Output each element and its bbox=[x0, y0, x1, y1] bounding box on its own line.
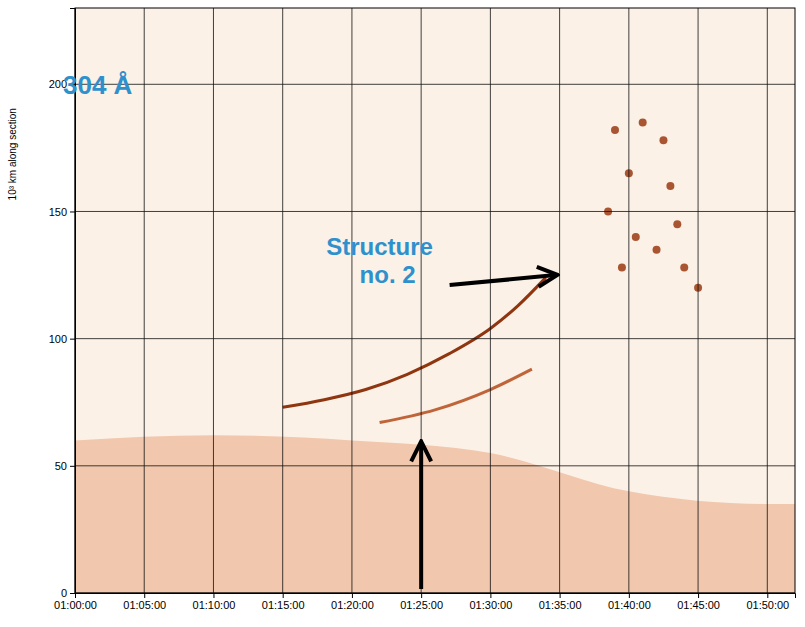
grid-line-x bbox=[282, 8, 283, 593]
blob-point bbox=[618, 263, 626, 271]
blob-point bbox=[673, 220, 681, 228]
x-tick: 01:50:00 bbox=[746, 593, 789, 611]
x-axis-line bbox=[76, 594, 796, 599]
annotation-line: no. 2 bbox=[360, 261, 416, 288]
x-tick-label: 01:30:00 bbox=[469, 599, 512, 611]
x-tick-mark bbox=[560, 593, 561, 598]
marks bbox=[75, 118, 795, 593]
blob-point bbox=[659, 136, 667, 144]
x-tick: 01:30:00 bbox=[469, 593, 512, 611]
chart-container: 01:00:00 01:05:00 01:10:00 01:15:00 01:20:00… bbox=[0, 0, 805, 627]
grid-line-x bbox=[628, 8, 629, 593]
x-tick-mark bbox=[144, 593, 145, 598]
emission-area bbox=[75, 435, 795, 593]
x-tick-label: 01:50:00 bbox=[746, 599, 789, 611]
x-tick-mark bbox=[629, 593, 630, 598]
x-axis: 01:00:00 01:05:00 01:10:00 01:15:00 01:20:00… bbox=[54, 593, 795, 611]
x-tick-mark bbox=[698, 593, 699, 598]
x-tick: 01:15:00 bbox=[262, 593, 305, 611]
x-tick: 01:25:00 bbox=[400, 593, 443, 611]
x-tick-label: 01:45:00 bbox=[677, 599, 720, 611]
x-tick: 01:10:00 bbox=[193, 593, 236, 611]
grid-line-x bbox=[144, 8, 145, 593]
annotation-arrow bbox=[450, 275, 556, 285]
grid-line-x bbox=[351, 8, 352, 593]
y-tick-label: 100 bbox=[49, 333, 67, 345]
grid-line-y bbox=[75, 465, 795, 466]
panel-title: 304 Å bbox=[63, 70, 133, 100]
y-tick-label: 150 bbox=[49, 205, 67, 217]
y-tick: 100 bbox=[49, 333, 75, 345]
y-tick: 0 bbox=[61, 587, 75, 599]
x-tick-mark bbox=[767, 593, 768, 598]
x-tick-label: 01:25:00 bbox=[400, 599, 443, 611]
annotation-line: Structure bbox=[326, 233, 433, 260]
grid bbox=[75, 8, 795, 593]
plot-frame bbox=[75, 8, 795, 593]
annotations: Structureno. 2 bbox=[326, 233, 555, 589]
grid-line-x bbox=[559, 8, 560, 593]
grid-line-x bbox=[698, 8, 699, 593]
x-tick-mark bbox=[283, 593, 284, 598]
y-tick-label: 50 bbox=[55, 460, 67, 472]
y-tick-label: 0 bbox=[61, 587, 67, 599]
blob-point bbox=[653, 246, 661, 254]
x-tick: 01:35:00 bbox=[539, 593, 582, 611]
grid-line-x bbox=[490, 8, 491, 593]
x-tick-label: 01:15:00 bbox=[262, 599, 305, 611]
track-line bbox=[380, 369, 532, 422]
blob-point bbox=[680, 263, 688, 271]
track-line bbox=[283, 278, 546, 408]
grid-line-y bbox=[75, 338, 795, 339]
x-tick-mark bbox=[213, 593, 214, 598]
y-tick-mark bbox=[70, 211, 75, 212]
x-tick: 01:20:00 bbox=[331, 593, 374, 611]
plot: 01:00:00 01:05:00 01:10:00 01:15:00 01:20:00… bbox=[49, 8, 796, 611]
y-tick: 50 bbox=[55, 460, 75, 472]
annotation-label: Structureno. 2 bbox=[326, 233, 433, 288]
grid-line-y bbox=[75, 211, 795, 212]
blob-point bbox=[639, 118, 647, 126]
blob-point bbox=[666, 182, 674, 190]
x-tick-label: 01:40:00 bbox=[608, 599, 651, 611]
y-tick-mark bbox=[70, 339, 75, 340]
x-tick-mark bbox=[490, 593, 491, 598]
x-tick-label: 01:35:00 bbox=[539, 599, 582, 611]
x-tick-label: 01:05:00 bbox=[123, 599, 166, 611]
y-tick-mark bbox=[70, 466, 75, 467]
x-tick: 01:40:00 bbox=[608, 593, 651, 611]
x-tick-label: 01:10:00 bbox=[193, 599, 236, 611]
grid-line-x bbox=[421, 8, 422, 593]
y-axis-title: 10³ km along section bbox=[7, 108, 18, 200]
x-tick: 01:05:00 bbox=[123, 593, 166, 611]
x-tick-mark bbox=[421, 593, 422, 598]
chart-svg: 01:00:00 01:05:00 01:10:00 01:15:00 01:20:00… bbox=[0, 0, 805, 627]
grid-line-x bbox=[213, 8, 214, 593]
blob-point bbox=[611, 126, 619, 134]
annotation-arrow bbox=[419, 443, 423, 589]
grid-line-x bbox=[767, 8, 768, 593]
blob-point bbox=[632, 233, 640, 241]
x-tick-mark bbox=[352, 593, 353, 598]
x-tick: 01:45:00 bbox=[677, 593, 720, 611]
y-tick: 150 bbox=[49, 205, 75, 217]
grid-line-y bbox=[75, 84, 795, 85]
x-tick-label: 01:00:00 bbox=[54, 599, 97, 611]
plot-background bbox=[75, 8, 795, 593]
y-tick-mark bbox=[70, 593, 75, 594]
x-tick-label: 01:20:00 bbox=[331, 599, 374, 611]
